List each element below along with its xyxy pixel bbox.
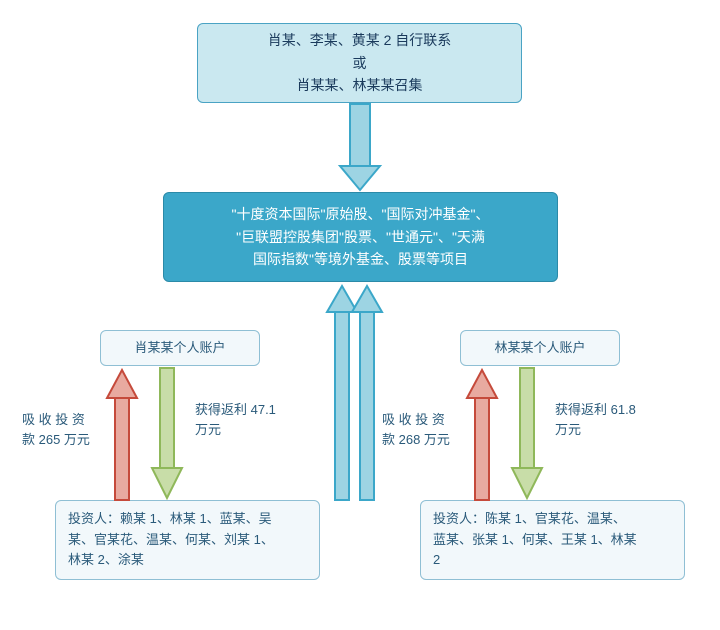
left-return-label: 获得返利 47.1 万元 xyxy=(195,400,276,439)
mid-line-1: "十度资本国际"原始股、"国际对冲基金"、 xyxy=(232,203,490,225)
arrow-inv-right-to-mid xyxy=(352,286,382,500)
inv-left-l2: 某、官某花、温某、何某、刘某 1、 xyxy=(68,530,274,551)
left-invest-label: 吸 收 投 资 款 265 万元 xyxy=(22,410,90,449)
inv-left-l3: 林某 2、涂某 xyxy=(68,550,274,571)
top-line-2: 或 xyxy=(268,52,452,74)
top-line-3: 肖某某、林某某召集 xyxy=(268,74,452,96)
inv-left-l1: 投资人：赖某 1、林某 1、蓝某、吴 xyxy=(68,509,274,530)
top-line-1: 肖某、李某、黄某 2 自行联系 xyxy=(268,29,452,51)
right-return-label: 获得返利 61.8 万元 xyxy=(555,400,636,439)
arrow-top-to-mid xyxy=(340,104,380,190)
right-invest-label: 吸 收 投 资 款 268 万元 xyxy=(382,410,450,449)
arrow-left-green-down xyxy=(152,368,182,498)
account-right-label: 林某某个人账户 xyxy=(494,338,585,359)
account-left-box: 肖某某个人账户 xyxy=(100,330,260,366)
mid-line-2: "巨联盟控股集团"股票、"世通元"、"天满 xyxy=(232,226,490,248)
mid-line-3: 国际指数"等境外基金、股票等项目 xyxy=(232,248,490,270)
arrow-inv-left-to-mid xyxy=(327,286,357,500)
account-right-box: 林某某个人账户 xyxy=(460,330,620,366)
arrow-right-green-down xyxy=(512,368,542,498)
account-left-label: 肖某某个人账户 xyxy=(134,338,225,359)
arrow-left-red-up xyxy=(107,370,137,500)
projects-box: "十度资本国际"原始股、"国际对冲基金"、 "巨联盟控股集团"股票、"世通元"、… xyxy=(163,192,558,282)
investors-left-box: 投资人：赖某 1、林某 1、蓝某、吴 某、官某花、温某、何某、刘某 1、 林某 … xyxy=(55,500,320,580)
arrow-right-red-up xyxy=(467,370,497,500)
investors-right-box: 投资人：陈某 1、官某花、温某、 蓝某、张某 1、何某、王某 1、林某 2 xyxy=(420,500,685,580)
top-contact-box: 肖某、李某、黄某 2 自行联系 或 肖某某、林某某召集 xyxy=(197,23,522,103)
inv-right-l3: 2 xyxy=(433,550,637,571)
inv-right-l1: 投资人：陈某 1、官某花、温某、 xyxy=(433,509,637,530)
inv-right-l2: 蓝某、张某 1、何某、王某 1、林某 xyxy=(433,530,637,551)
